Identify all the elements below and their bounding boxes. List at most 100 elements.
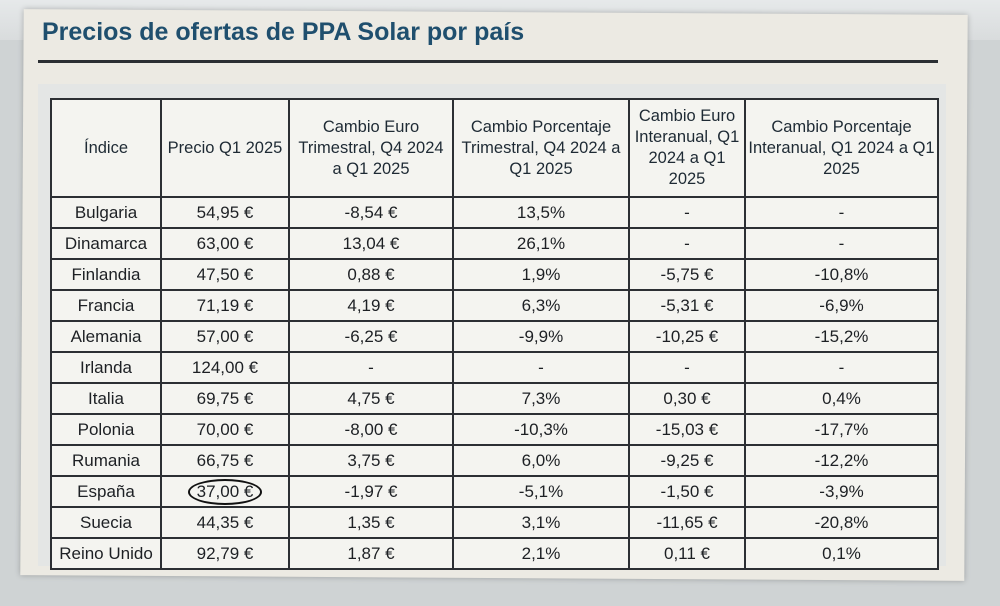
cell-text: -5,1% — [518, 481, 564, 501]
value-cell: -5,75 € — [628, 258, 746, 291]
cell-text: 0,30 € — [663, 388, 711, 408]
cell-text: Italia — [88, 388, 124, 408]
cell-text: 47,50 € — [196, 264, 254, 284]
cell-text: - — [684, 233, 690, 253]
value-cell: -6,9% — [744, 289, 939, 322]
value-cell: 4,75 € — [288, 382, 454, 415]
value-cell: 4,19 € — [288, 289, 454, 322]
cell-text: - — [838, 202, 845, 222]
cell-text: - — [368, 357, 374, 377]
value-cell: 13,04 € — [288, 227, 454, 260]
cell-text: -9,9% — [518, 326, 564, 346]
cell-text: 92,79 € — [196, 543, 254, 563]
cell-text: 63,00 € — [196, 233, 254, 253]
cell-text: 69,75 € — [196, 388, 254, 408]
cell-text: -15,03 € — [655, 419, 719, 439]
country-cell: Finlandia — [50, 258, 162, 291]
value-cell: 71,19 € — [160, 289, 290, 322]
cell-text: 6,3% — [521, 295, 561, 315]
value-cell: -10,8% — [744, 258, 939, 291]
cell-text: -6,25 € — [344, 326, 398, 346]
cell-text: 0,11 € — [663, 543, 710, 563]
cell-text: 13,5% — [516, 202, 566, 222]
cell-text: 70,00 € — [196, 419, 254, 439]
value-cell: -1,97 € — [288, 475, 454, 508]
value-cell: -10,3% — [452, 413, 630, 446]
value-cell: -17,7% — [744, 413, 939, 446]
country-cell: España — [50, 475, 162, 508]
value-cell: -20,8% — [744, 506, 939, 539]
value-cell: 69,75 € — [160, 382, 290, 415]
table-row: Rumania 66,75 € 3,75 € 6,0% -9,25 € -12,2% — [50, 444, 939, 477]
value-cell: - — [744, 351, 939, 384]
cell-text: 1,9% — [521, 264, 561, 284]
cell-text: - — [684, 357, 690, 377]
value-cell: 1,9% — [452, 258, 630, 291]
cell-text: -6,9% — [819, 295, 864, 315]
table-row: Irlanda 124,00 € - - - - — [50, 351, 939, 384]
cell-text: Irlanda — [80, 357, 132, 377]
cell-text: 1,35 € — [347, 512, 395, 532]
cell-text: España — [77, 481, 135, 501]
value-cell: 37,00 € — [160, 475, 290, 508]
cell-text: 71,19 € — [196, 295, 254, 315]
cell-text: -17,7% — [814, 419, 869, 439]
cell-text: 13,04 € — [342, 233, 400, 253]
column-header: Cambio Porcentaje Trimestral, Q4 2024 a … — [452, 98, 630, 198]
cell-text: 66,75 € — [196, 450, 254, 470]
value-cell: - — [744, 227, 939, 260]
value-cell: - — [628, 196, 746, 229]
value-cell: 54,95 € — [160, 196, 290, 229]
cell-text: -9,25 € — [660, 450, 714, 470]
value-cell: -10,25 € — [628, 320, 746, 353]
cell-text: 3,1% — [521, 512, 561, 532]
value-cell: -6,25 € — [288, 320, 454, 353]
value-cell: 6,0% — [452, 444, 630, 477]
column-header: Cambio Euro Trimestral, Q4 2024 a Q1 202… — [288, 98, 454, 198]
country-cell: Francia — [50, 289, 162, 322]
country-cell: Alemania — [50, 320, 162, 353]
column-header: Cambio Porcentaje Interanual, Q1 2024 a … — [744, 98, 939, 198]
cell-text: Alemania — [70, 326, 142, 346]
cell-text: -5,75 € — [660, 264, 714, 284]
cell-text: 0,4% — [822, 388, 861, 408]
value-cell: 57,00 € — [160, 320, 290, 353]
circled-value: 37,00 € — [187, 478, 263, 505]
value-cell: 44,35 € — [160, 506, 290, 539]
value-cell: -11,65 € — [628, 506, 746, 539]
value-cell: -5,31 € — [628, 289, 746, 322]
value-cell: 0,88 € — [288, 258, 454, 291]
value-cell: - — [288, 351, 454, 384]
cell-text: 0,88 € — [347, 264, 395, 284]
cell-text: Dinamarca — [64, 233, 148, 253]
cell-text: Bulgaria — [74, 202, 138, 222]
cell-text: 6,0% — [521, 450, 561, 470]
cell-text: Francia — [77, 295, 135, 315]
column-header: Cambio Euro Interanual, Q1 2024 a Q1 202… — [628, 98, 746, 198]
cell-text: 2,1% — [521, 543, 561, 563]
value-cell: 70,00 € — [160, 413, 290, 446]
table-row: Alemania 57,00 € -6,25 € -9,9% -10,25 € -15,2… — [50, 320, 939, 353]
value-cell: - — [628, 351, 746, 384]
country-cell: Polonia — [50, 413, 162, 446]
price-table: Índice Precio Q1 2025 Cambio Euro Trimestr… — [50, 98, 939, 570]
value-cell: -5,1% — [452, 475, 630, 508]
cell-text: 4,75 € — [347, 388, 395, 408]
value-cell: 0,11 € — [628, 537, 746, 570]
country-cell: Dinamarca — [50, 227, 162, 260]
cell-text: 44,35 € — [196, 512, 254, 532]
value-cell: -8,54 € — [288, 196, 454, 229]
country-cell: Italia — [50, 382, 162, 415]
column-header: Precio Q1 2025 — [160, 98, 290, 198]
cell-text: -10,3% — [514, 419, 568, 439]
value-cell: -12,2% — [744, 444, 939, 477]
country-cell: Suecia — [50, 506, 162, 539]
value-cell: -15,03 € — [628, 413, 746, 446]
table-row: Italia 69,75 € 4,75 € 7,3% 0,30 € 0,4% — [50, 382, 939, 415]
cell-text: Rumania — [71, 450, 141, 470]
cell-text: 57,00 € — [196, 326, 254, 346]
value-cell: -3,9% — [744, 475, 939, 508]
cell-text: Polonia — [77, 419, 135, 439]
value-cell: 3,1% — [452, 506, 630, 539]
cell-text: 0,1% — [822, 543, 861, 563]
